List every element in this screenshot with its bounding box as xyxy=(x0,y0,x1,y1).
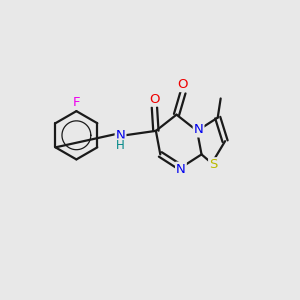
Text: O: O xyxy=(149,93,160,106)
Text: H: H xyxy=(116,140,124,152)
Text: O: O xyxy=(178,78,188,91)
Text: F: F xyxy=(73,96,80,109)
Text: S: S xyxy=(209,158,218,171)
Text: N: N xyxy=(116,129,125,142)
Text: N: N xyxy=(176,163,186,176)
Text: N: N xyxy=(194,124,203,136)
